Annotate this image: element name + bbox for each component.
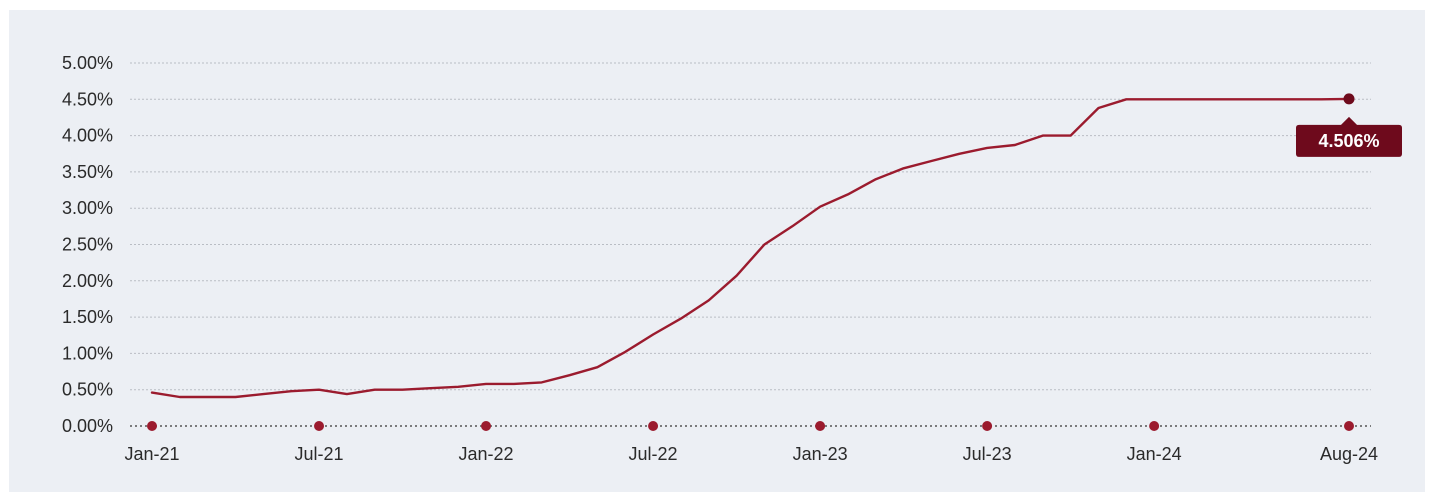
x-tick-label: Jan-23	[793, 444, 848, 464]
latest-value-callout: 4.506%	[1296, 93, 1402, 157]
x-tick-label: Jan-24	[1127, 444, 1182, 464]
x-tick-marker	[147, 421, 157, 431]
y-tick-label: 5.00%	[62, 53, 113, 73]
y-tick-label: 4.50%	[62, 89, 113, 109]
x-tick-label: Jan-21	[124, 444, 179, 464]
y-tick-label: 1.50%	[62, 307, 113, 327]
x-tick-label: Aug-24	[1320, 444, 1378, 464]
latest-value-point	[1343, 93, 1355, 105]
x-tick-marker	[815, 421, 826, 431]
y-tick-label: 0.00%	[62, 416, 113, 436]
x-tick-label: Jan-22	[459, 444, 514, 464]
x-tick-marker	[648, 421, 659, 431]
x-axis-tick-labels: Jan-21 Jul-21 Jan-22 Jul-22 Jan-23 Jul-23 Jan-…	[124, 444, 1378, 464]
x-tick-label: Jul-21	[295, 444, 344, 464]
x-tick-marker	[1344, 421, 1354, 431]
x-tick-marker	[314, 421, 325, 431]
line-chart: 0.00% 0.50% 1.00% 1.50% 2.00% 2.50% 3.00% 3.50%…	[62, 53, 1402, 464]
series-line-group	[150, 97, 1351, 399]
y-tick-label: 2.00%	[62, 271, 113, 291]
y-tick-label: 1.00%	[62, 343, 113, 363]
callout-box	[1296, 116, 1402, 157]
x-tick-label: Jul-23	[963, 444, 1012, 464]
x-axis-tick-markers	[147, 421, 1354, 431]
chart-panel: 0.00% 0.50% 1.00% 1.50% 2.00% 2.50% 3.00% 3.50%…	[9, 10, 1425, 492]
x-tick-marker	[982, 421, 993, 431]
gridlines	[130, 62, 1371, 427]
y-tick-label: 3.00%	[62, 198, 113, 218]
x-tick-marker	[1149, 421, 1160, 431]
series-line	[150, 97, 1351, 399]
y-axis-tick-labels: 0.00% 0.50% 1.00% 1.50% 2.00% 2.50% 3.00% 3.50%…	[62, 53, 113, 436]
y-tick-label: 2.50%	[62, 235, 113, 255]
callout-label: 4.506%	[1318, 131, 1379, 151]
y-tick-label: 4.00%	[62, 126, 113, 146]
y-tick-label: 0.50%	[62, 380, 113, 400]
x-tick-marker	[481, 421, 492, 431]
y-tick-label: 3.50%	[62, 162, 113, 182]
x-tick-label: Jul-22	[629, 444, 678, 464]
